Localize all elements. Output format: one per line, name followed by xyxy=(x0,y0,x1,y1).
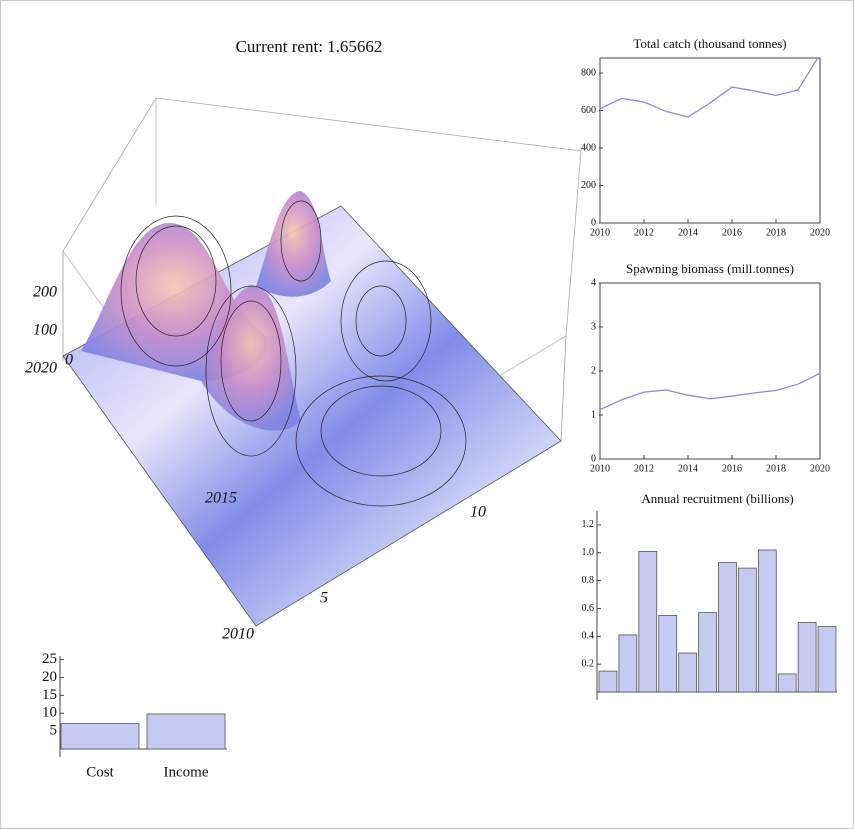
y-tick-label: 25 xyxy=(42,651,57,667)
y-tick-label: 15 xyxy=(42,687,57,703)
chart-title: Total catch (thousand tonnes) xyxy=(633,36,786,51)
bar xyxy=(60,723,140,750)
bar xyxy=(678,652,697,693)
y-tick-label: 1.2 xyxy=(582,519,595,530)
y-tick-label: 400 xyxy=(581,142,596,153)
plot-frame xyxy=(599,57,821,224)
x-tick-label: 2010 xyxy=(590,227,610,238)
x-tick-label: 2012 xyxy=(634,463,654,474)
bar xyxy=(797,621,817,693)
x-tick-label: Income xyxy=(164,764,209,780)
y-tick-label: 0 xyxy=(591,453,596,464)
y-tick-label: 0.2 xyxy=(582,658,595,669)
x-tick-label: 2018 xyxy=(766,227,786,238)
chart-title: Annual recruitment (billions) xyxy=(641,491,793,506)
axis-3d-tick-label: 200 xyxy=(33,284,57,301)
y-tick-label: 2 xyxy=(591,365,596,376)
x-tick-label: 2020 xyxy=(810,463,830,474)
y-tick-label: 1.0 xyxy=(582,547,595,558)
axis-3d-tick-label: 100 xyxy=(33,322,57,339)
y-tick-label: 0.4 xyxy=(582,631,595,642)
axis-3d-tick-label: 2010 xyxy=(222,626,254,643)
axis-3d-tick-label: 2020 xyxy=(25,360,57,377)
y-tick-label: 200 xyxy=(581,180,596,191)
y-tick-label: 800 xyxy=(581,67,596,78)
plot-frame xyxy=(599,282,821,460)
y-tick-label: 20 xyxy=(42,669,57,685)
x-tick-label: Cost xyxy=(86,764,114,780)
bar xyxy=(757,549,777,693)
x-tick-label: 2018 xyxy=(766,463,786,474)
page-title: Current rent: 1.65662 xyxy=(236,37,383,56)
x-tick-label: 2014 xyxy=(678,463,698,474)
bar xyxy=(777,673,797,693)
bar xyxy=(658,615,678,693)
x-tick-label: 2014 xyxy=(678,227,698,238)
bar xyxy=(738,567,757,693)
y-tick-label: 1 xyxy=(591,409,596,420)
y-tick-label: 4 xyxy=(591,277,596,288)
data-line xyxy=(600,58,819,118)
x-tick-label: 2016 xyxy=(722,227,742,238)
chart-title: Spawning biomass (mill.tonnes) xyxy=(626,261,794,276)
y-tick-label: 10 xyxy=(42,705,57,721)
y-tick-label: 0.8 xyxy=(582,575,595,586)
bar xyxy=(718,562,737,693)
y-tick-label: 3 xyxy=(591,321,596,332)
bar xyxy=(618,634,638,693)
x-tick-label: 2020 xyxy=(810,227,830,238)
bar xyxy=(698,612,717,693)
bar xyxy=(817,626,837,693)
y-tick-label: 0 xyxy=(591,217,596,228)
x-tick-label: 2012 xyxy=(634,227,654,238)
bar xyxy=(598,670,618,693)
bar xyxy=(638,550,658,693)
bar xyxy=(146,713,226,750)
y-tick-label: 600 xyxy=(581,105,596,116)
x-tick-label: 2016 xyxy=(722,463,742,474)
axis-3d-tick-label: 10 xyxy=(470,504,486,521)
surface-3d xyxy=(62,97,582,627)
axis-3d-tick-label: 2015 xyxy=(205,490,237,507)
x-tick-label: 2010 xyxy=(590,463,610,474)
data-line xyxy=(599,372,821,411)
y-tick-label: 0.6 xyxy=(582,603,595,614)
axis-3d-tick-label: 5 xyxy=(320,590,328,607)
axis-3d-tick-label: 0 xyxy=(65,352,73,369)
y-tick-label: 5 xyxy=(50,723,58,739)
